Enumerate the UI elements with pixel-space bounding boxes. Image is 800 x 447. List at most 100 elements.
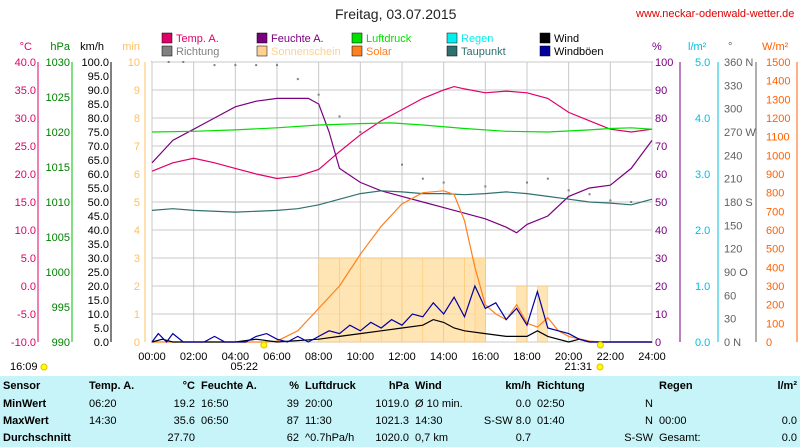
tick-label-sun: 6 bbox=[134, 169, 140, 181]
tick-label-time: 14:00 bbox=[430, 351, 458, 363]
tick-label-wind: 45.0 bbox=[88, 211, 109, 223]
tick-label-humidity: 40 bbox=[655, 225, 667, 237]
tick-label-solar: 1400 bbox=[766, 76, 790, 88]
legend-label: Sonnenschein bbox=[271, 46, 341, 58]
stats-cell: 11:30 bbox=[305, 415, 332, 428]
direction-point bbox=[630, 201, 633, 203]
direction-point bbox=[567, 189, 570, 192]
tick-label-direction: 270 W bbox=[724, 127, 756, 139]
stats-row-avg: Durchschnitt 27.70 62 ^0.7hPa/h 1020.0 0… bbox=[0, 430, 800, 447]
tick-label-wind: 55.0 bbox=[88, 183, 109, 195]
tick-label-sun: 9 bbox=[134, 85, 140, 97]
sunshine-bar bbox=[318, 257, 340, 343]
sunshine-bar bbox=[422, 257, 444, 343]
marker-dot bbox=[260, 341, 268, 349]
stats-table: Sensor Temp. A. °C Feuchte A. % Luftdruc… bbox=[0, 376, 800, 447]
legend-label: Luftdruck bbox=[366, 33, 412, 45]
marker-dot bbox=[40, 363, 48, 371]
site-url[interactable]: www.neckar-odenwald-wetter.de bbox=[636, 8, 795, 20]
tick-label-rain: 5.0 bbox=[695, 57, 710, 69]
tick-label-wind: 95.0 bbox=[88, 71, 109, 83]
legend-swatch bbox=[161, 32, 173, 44]
tick-label-sun: 5 bbox=[134, 197, 140, 209]
tick-label-time: 10:00 bbox=[347, 351, 375, 363]
tick-label-time: 16:00 bbox=[472, 351, 500, 363]
stats-cell: 0.0 bbox=[781, 432, 797, 445]
tick-label-direction: 360 N bbox=[724, 57, 753, 69]
direction-point bbox=[421, 177, 424, 180]
tick-label-wind: 30.0 bbox=[88, 253, 109, 265]
series-line bbox=[151, 122, 653, 133]
stats-cell: Ø 10 min. bbox=[415, 398, 463, 411]
tick-label-wind: 80.0 bbox=[88, 113, 109, 125]
direction-point bbox=[401, 163, 403, 166]
tick-label-wind: 35.0 bbox=[88, 239, 109, 251]
tick-label-wind: 100.0 bbox=[81, 57, 109, 69]
tick-label-sun: 1 bbox=[134, 309, 140, 321]
tick-label-direction: 330 bbox=[724, 80, 742, 92]
legend-swatch bbox=[161, 45, 173, 57]
tick-label-time: 12:00 bbox=[388, 351, 416, 363]
stats-header: Feuchte A. bbox=[201, 379, 257, 392]
stats-cell: 0,7 km bbox=[415, 432, 449, 445]
direction-point bbox=[296, 78, 299, 81]
tick-label-sun: 3 bbox=[134, 253, 140, 265]
tick-label-temp: 25.0 bbox=[15, 141, 36, 153]
legend-label: Richtung bbox=[176, 46, 219, 58]
stats-row-min: MinWert 06:20 19.2 16:50 39 20:00 1019.0… bbox=[0, 396, 800, 413]
stats-cell: 06:20 bbox=[89, 398, 117, 411]
tick-label-direction: 0 N bbox=[724, 337, 741, 349]
stats-cell: N bbox=[645, 398, 653, 411]
tick-label-wind: 20.0 bbox=[88, 281, 109, 293]
stats-cell: 27.70 bbox=[167, 432, 195, 445]
tick-label-solar: 1500 bbox=[766, 57, 790, 69]
stats-header: Luftdruck bbox=[305, 379, 356, 392]
tick-label-solar: 1200 bbox=[766, 113, 790, 125]
marker-dot bbox=[596, 341, 604, 349]
legend-label: Feuchte A. bbox=[271, 33, 324, 45]
stats-header: km/h bbox=[505, 379, 531, 392]
tick-label-wind: 70.0 bbox=[88, 141, 109, 153]
direction-point bbox=[182, 61, 185, 63]
stats-cell: 19.2 bbox=[173, 398, 195, 411]
tick-label-time: 04:00 bbox=[222, 351, 250, 363]
stats-cell: MinWert bbox=[3, 398, 47, 411]
direction-point bbox=[167, 61, 170, 63]
tick-label-wind: 15.0 bbox=[88, 295, 109, 307]
legend-label: Solar bbox=[366, 46, 392, 58]
marker-sunset: 21:31 bbox=[564, 361, 592, 373]
axis-unit-pressure: hPa bbox=[50, 41, 70, 53]
tick-label-humidity: 30 bbox=[655, 253, 667, 265]
direction-point bbox=[255, 64, 258, 67]
direction-point bbox=[359, 131, 362, 133]
stats-cell: 35.6 bbox=[173, 415, 195, 428]
direction-point bbox=[276, 64, 278, 67]
series-line bbox=[151, 318, 652, 343]
sunshine-bar bbox=[537, 285, 549, 343]
sunshine-bar bbox=[401, 257, 424, 343]
tick-label-time: 06:00 bbox=[263, 351, 291, 363]
axis-unit-wind: km/h bbox=[80, 41, 104, 53]
legend-swatch bbox=[446, 32, 458, 44]
tick-label-wind: 50.0 bbox=[88, 197, 109, 209]
series-line bbox=[151, 284, 652, 343]
tick-label-solar: 1300 bbox=[766, 94, 790, 106]
tick-label-solar: 600 bbox=[766, 225, 784, 237]
tick-label-solar: 100 bbox=[766, 318, 784, 330]
tick-label-solar: 700 bbox=[766, 206, 784, 218]
chart-title: Freitag, 03.07.2015 bbox=[335, 6, 457, 22]
stats-cell bbox=[86, 430, 152, 447]
tick-label-wind: 5.0 bbox=[94, 323, 109, 335]
tick-label-pressure: 1010 bbox=[46, 197, 70, 209]
axis-unit-rain: l/m² bbox=[688, 41, 707, 53]
legend-label: Windböen bbox=[554, 46, 604, 58]
tick-label-pressure: 1015 bbox=[46, 162, 70, 174]
tick-label-time: 24:00 bbox=[638, 351, 666, 363]
legend-swatch bbox=[351, 32, 363, 44]
marker-dot bbox=[596, 363, 604, 371]
legend-label: Taupunkt bbox=[461, 46, 506, 58]
tick-label-humidity: 90 bbox=[655, 85, 667, 97]
weather-chart: 40.035.030.025.020.015.010.05.00.0-5.0-1… bbox=[10, 32, 798, 373]
stats-header: Temp. A. bbox=[89, 379, 135, 392]
tick-label-wind: 25.0 bbox=[88, 267, 109, 279]
